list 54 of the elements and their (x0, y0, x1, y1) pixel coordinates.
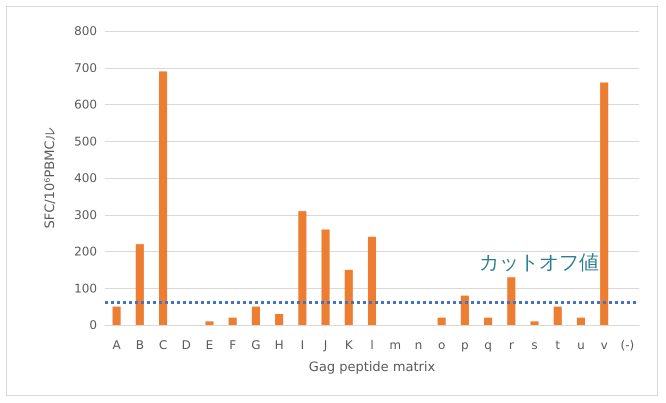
x-tick-label: G (251, 338, 261, 352)
bar (576, 318, 586, 325)
bar (112, 306, 121, 325)
x-axis-title: Gag peptide matrix (308, 360, 436, 375)
bar (460, 296, 469, 325)
y-axis-title: SFC/10⁶PBMCル (43, 128, 58, 228)
x-tick-label: s (531, 338, 538, 352)
y-tick-label: 600 (74, 98, 97, 112)
bar (368, 236, 376, 325)
bar (275, 314, 284, 325)
y-tick-label: 0 (89, 318, 97, 332)
x-tick-label: u (577, 338, 585, 352)
x-tick-label: o (438, 338, 446, 352)
y-tick-label: 400 (74, 171, 97, 185)
bar (298, 211, 306, 325)
bar (344, 270, 353, 325)
x-tick-label: n (414, 338, 422, 352)
y-tick-label: 200 (74, 244, 97, 258)
bar (554, 306, 562, 325)
bar (205, 321, 214, 325)
bar (228, 318, 237, 325)
x-tick-label: p (461, 338, 469, 352)
x-tick-label: A (112, 338, 122, 352)
bar (507, 277, 516, 325)
bar (136, 244, 144, 325)
bar (484, 318, 492, 325)
y-tick-label: 100 (74, 281, 97, 296)
bar (530, 321, 539, 325)
y-tick-label: 800 (74, 24, 97, 38)
y-tick-label: 700 (74, 60, 97, 75)
x-tick-label: v (600, 338, 608, 352)
x-tick-label: (-) (620, 338, 634, 352)
x-tick-label: J (322, 338, 328, 352)
x-tick-label: B (136, 338, 144, 352)
x-tick-label: E (206, 338, 214, 352)
x-tick-label: I (300, 338, 304, 352)
x-tick-label: K (344, 338, 354, 352)
bar (438, 318, 446, 325)
bar (322, 229, 330, 325)
bar (252, 306, 260, 325)
x-tick-label: r (508, 338, 514, 352)
x-tick-label: H (274, 338, 284, 352)
bar (158, 71, 168, 325)
x-tick-label: l (370, 338, 374, 352)
x-tick-label: m (389, 338, 402, 352)
x-tick-label: F (229, 338, 236, 352)
ref-line-label: カットオフ値 (479, 250, 599, 274)
x-tick-label: D (182, 338, 191, 352)
bar (600, 82, 608, 325)
x-tick-label: C (158, 338, 168, 352)
x-tick-label: q (484, 338, 492, 352)
y-tick-label: 500 (74, 134, 97, 148)
x-tick-label: t (555, 338, 560, 352)
y-tick-label: 300 (74, 208, 97, 222)
